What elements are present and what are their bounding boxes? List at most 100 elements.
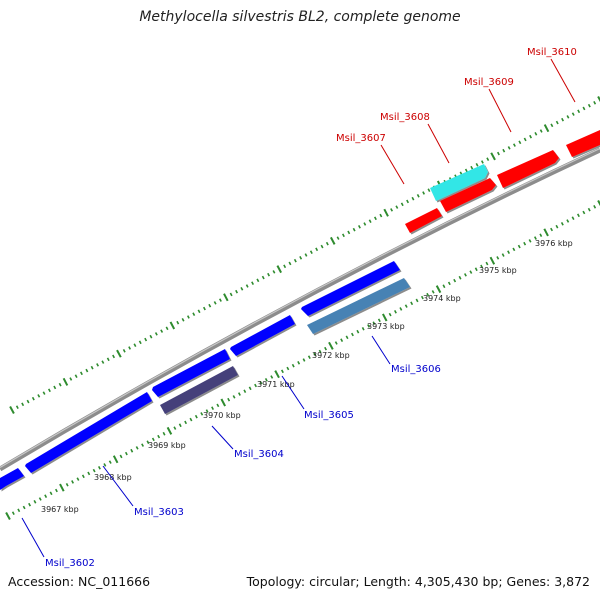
gene-msil-3607[interactable] xyxy=(405,208,442,233)
inner-tick xyxy=(92,468,96,473)
inner-tick xyxy=(38,497,42,501)
outer-tick xyxy=(116,349,122,358)
outer-tick xyxy=(383,208,389,217)
inner-tick xyxy=(71,480,75,484)
genome-summary-text: Topology: circular; Length: 4,305,430 bp… xyxy=(246,574,590,589)
gene-msil-3604[interactable] xyxy=(152,349,230,397)
outer-tick xyxy=(15,405,19,409)
outer-tick xyxy=(502,148,506,153)
inner-tick xyxy=(393,310,397,314)
leader-msil-3608 xyxy=(427,123,450,164)
outer-tick xyxy=(496,151,500,156)
outer-tick xyxy=(406,199,410,204)
outer-tick xyxy=(422,191,426,195)
outer-tick xyxy=(154,332,158,336)
outer-tick xyxy=(192,312,196,316)
gene-msil-3605[interactable] xyxy=(301,261,400,316)
inner-tick xyxy=(22,505,26,510)
gene-msil-3606-highlight[interactable] xyxy=(307,278,410,334)
leader-msil-3603 xyxy=(102,465,134,507)
inner-tick xyxy=(350,332,354,337)
inner-tick xyxy=(232,395,236,399)
inner-tick xyxy=(539,233,543,237)
scale-label-3972: 3972 kbp xyxy=(312,351,350,360)
inner-tick xyxy=(426,292,430,297)
outer-tick xyxy=(507,146,511,150)
outer-tick xyxy=(276,265,282,274)
gene-msil-3608[interactable] xyxy=(440,178,496,212)
inner-tick xyxy=(194,414,198,419)
outer-tick xyxy=(304,253,308,257)
outer-tick xyxy=(197,309,201,314)
gene-msil-3610[interactable] xyxy=(566,130,600,157)
label-msil-3607[interactable]: Msil_3607 xyxy=(336,133,386,144)
label-msil-3606[interactable]: Msil_3606 xyxy=(391,364,441,375)
forward-gene-label-text: Msil_3607 Msil_3608 Msil_3609 Msil_3610 xyxy=(336,47,577,144)
outer-tick xyxy=(475,163,479,167)
label-msil-3610[interactable]: Msil_3610 xyxy=(527,47,577,58)
gene-msil-3604b[interactable] xyxy=(230,315,295,356)
outer-tick xyxy=(512,143,516,147)
outer-tick xyxy=(58,382,62,387)
scale-label-3976: 3976 kbp xyxy=(535,239,573,248)
inner-tick xyxy=(507,250,511,254)
inner-tick xyxy=(435,285,442,294)
label-msil-3609[interactable]: Msil_3609 xyxy=(464,77,514,88)
outer-tick xyxy=(42,391,46,395)
gene-msil-3605-highlight[interactable] xyxy=(160,366,238,414)
inner-tick xyxy=(367,324,371,328)
leader-msil-3607 xyxy=(380,144,405,185)
outer-tick xyxy=(213,301,217,305)
label-msil-3602[interactable]: Msil_3602 xyxy=(45,558,95,569)
inner-tick xyxy=(286,366,290,371)
inner-tick xyxy=(496,256,500,260)
label-msil-3608[interactable]: Msil_3608 xyxy=(380,112,430,123)
inner-tick xyxy=(372,321,376,325)
outer-tick xyxy=(400,202,404,207)
label-msil-3604[interactable]: Msil_3604 xyxy=(234,449,284,460)
inner-tick xyxy=(146,440,150,445)
inner-tick xyxy=(17,508,21,513)
inner-tick xyxy=(410,301,414,306)
inner-tick xyxy=(124,451,128,456)
inner-tick xyxy=(431,290,435,294)
outer-tick xyxy=(470,165,474,170)
outer-tick xyxy=(543,124,550,133)
inner-tick xyxy=(571,216,575,220)
gene-msil-3608-highlight[interactable] xyxy=(430,164,488,201)
outer-tick xyxy=(122,349,126,353)
inner-tick xyxy=(248,386,252,391)
label-msil-3603[interactable]: Msil_3603 xyxy=(134,507,184,518)
outer-tick xyxy=(90,365,94,370)
gene-msil-3603[interactable] xyxy=(25,392,152,473)
outer-tick xyxy=(69,377,73,381)
gene-msil-3602[interactable] xyxy=(0,468,24,490)
outer-tick xyxy=(597,96,600,103)
reverse-gene-label-text: Msil_3602 Msil_3603 Msil_3604 Msil_3605 … xyxy=(45,364,441,569)
inner-tick xyxy=(243,389,247,393)
map-title: Methylocella silvestris BL2, complete ge… xyxy=(139,9,461,25)
reverse-strand-genes xyxy=(0,261,410,490)
inner-tick xyxy=(5,512,11,520)
inner-tick xyxy=(328,341,334,350)
inner-tick xyxy=(528,239,532,243)
label-msil-3605[interactable]: Msil_3605 xyxy=(304,410,354,421)
outer-tick xyxy=(555,120,559,125)
inner-tick xyxy=(501,253,505,257)
leader-msil-3602 xyxy=(21,517,45,558)
outer-tick xyxy=(523,137,527,142)
outer-tick xyxy=(325,241,329,246)
outer-tick xyxy=(486,157,490,161)
outer-tick xyxy=(373,216,377,221)
outer-tick xyxy=(256,278,260,283)
outer-tick xyxy=(37,394,41,398)
inner-tick xyxy=(205,409,209,413)
inner-tick xyxy=(593,205,597,209)
inner-tick xyxy=(404,304,408,308)
outer-tick xyxy=(181,318,185,322)
inner-tick xyxy=(463,273,467,277)
outer-tick xyxy=(138,340,142,345)
outer-tick xyxy=(112,354,116,359)
gene-msil-3609[interactable] xyxy=(497,150,559,188)
outer-tick xyxy=(357,225,361,229)
